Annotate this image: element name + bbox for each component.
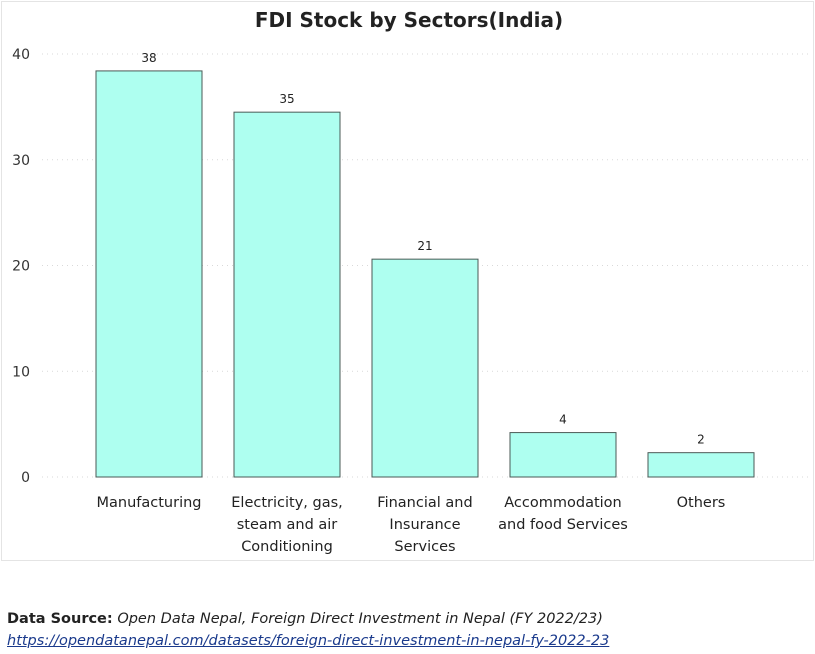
y-tick-label: 30 bbox=[12, 153, 30, 169]
y-axis-ticks: 0 10 20 30 40 bbox=[12, 47, 30, 486]
bar bbox=[371, 258, 479, 478]
data-label: 4 bbox=[559, 413, 567, 427]
source-line: Data Source: Open Data Nepal, Foreign Di… bbox=[7, 608, 807, 630]
source-link-line: https://opendatanepal.com/datasets/forei… bbox=[7, 630, 807, 652]
y-tick-label: 40 bbox=[12, 47, 30, 63]
footer: Data Source: Open Data Nepal, Foreign Di… bbox=[7, 608, 807, 652]
x-tick-label: Accommodation and food Services bbox=[498, 495, 628, 533]
x-tick-label: Manufacturing bbox=[97, 495, 202, 511]
source-text: Open Data Nepal, Foreign Direct Investme… bbox=[117, 611, 603, 627]
data-label: 35 bbox=[279, 92, 294, 106]
y-tick-label: 0 bbox=[21, 470, 30, 486]
bar-chart: FDI Stock by Sectors(India) 0 10 20 30 40 38… bbox=[12, 8, 810, 555]
chart-panel: FDI Stock by Sectors(India) 0 10 20 30 40 38… bbox=[1, 1, 814, 561]
bar bbox=[647, 452, 755, 478]
bar bbox=[95, 70, 203, 478]
bars bbox=[95, 70, 755, 478]
data-label: 21 bbox=[417, 239, 432, 253]
bar bbox=[509, 432, 617, 478]
x-tick-label: Financial and Insurance Services bbox=[377, 495, 472, 555]
x-tick-label: Others bbox=[677, 495, 726, 511]
source-link[interactable]: https://opendatanepal.com/datasets/forei… bbox=[7, 633, 610, 649]
y-tick-label: 20 bbox=[12, 259, 30, 275]
data-label: 38 bbox=[141, 51, 156, 65]
y-tick-label: 10 bbox=[12, 364, 30, 380]
data-labels: 38 35 21 4 2 bbox=[141, 51, 704, 447]
source-label: Data Source: bbox=[7, 611, 113, 627]
x-tick-label: Electricity, gas, steam and air Conditioni… bbox=[231, 495, 343, 555]
x-axis-ticks: Manufacturing Electricity, gas, steam and … bbox=[97, 495, 726, 555]
data-label: 2 bbox=[697, 433, 705, 447]
chart-title: FDI Stock by Sectors(India) bbox=[255, 8, 563, 32]
bar bbox=[233, 111, 341, 478]
